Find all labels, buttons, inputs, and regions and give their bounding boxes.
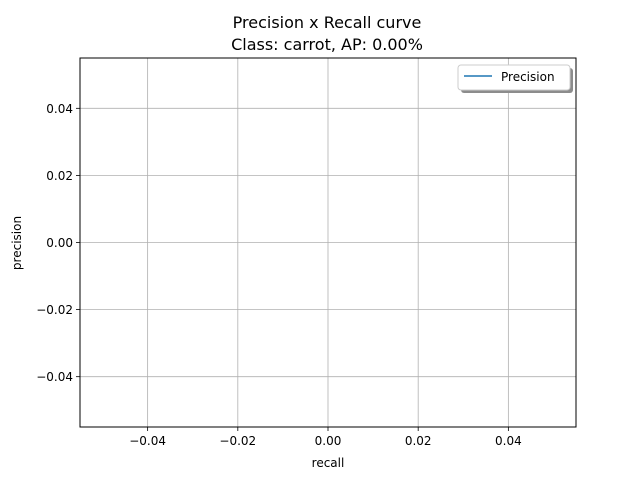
chart-title: Precision x Recall curve — [233, 13, 422, 32]
x-tick-label: 0.04 — [495, 434, 522, 448]
legend-box — [457, 64, 571, 91]
chart-legend: Precision — [457, 64, 573, 93]
y-tick-label: 0.00 — [46, 236, 73, 250]
x-tick-label: 0.00 — [315, 434, 342, 448]
legend-label-precision: Precision — [501, 70, 555, 84]
x-tick-label: −0.04 — [129, 434, 166, 448]
x-tick-label: −0.02 — [219, 434, 256, 448]
y-axis-ticks: −0.04 −0.02 0.00 0.02 0.04 — [36, 102, 80, 384]
x-tick-label: 0.02 — [405, 434, 432, 448]
grid-lines — [80, 58, 576, 427]
y-axis-label: precision — [10, 216, 24, 270]
y-tick-label: −0.02 — [36, 303, 73, 317]
y-tick-label: −0.04 — [36, 370, 73, 384]
x-axis-ticks: −0.04 −0.02 0.00 0.02 0.04 — [129, 427, 522, 448]
chart-subtitle: Class: carrot, AP: 0.00% — [231, 35, 423, 54]
x-axis-label: recall — [312, 456, 345, 470]
y-tick-label: 0.04 — [46, 102, 73, 116]
y-tick-label: 0.02 — [46, 169, 73, 183]
